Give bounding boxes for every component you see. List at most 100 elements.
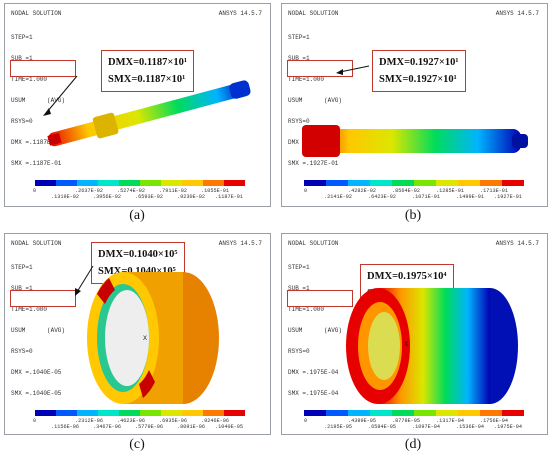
panel-title: NODAL SOLUTION [11, 10, 62, 17]
tick-label: .6584E-05 [368, 424, 397, 430]
tick-label: .9230E-02 [177, 194, 206, 200]
callout-smx: SMX=0.1927×10¹ [379, 74, 457, 85]
info-time: TIME=1.000 [288, 306, 325, 313]
tick-label: .4623E-06 [117, 418, 146, 424]
colorbar-band [119, 180, 140, 186]
panel-c: NODAL SOLUTION ANSYS 14.5.7 STEP=1 SUB =… [4, 233, 271, 435]
tick-label: .2195E-05 [324, 424, 353, 430]
colorbar-band [436, 410, 458, 416]
tick-label: 0 [33, 188, 37, 194]
tick-label: .8564E-02 [392, 188, 421, 194]
colorbar-ticks: 0 .2312E-06 .4623E-06 .6935E-06 .9246E-0… [33, 418, 248, 432]
colorbar-band [224, 180, 245, 186]
colorbar-band [348, 410, 370, 416]
dmx-highlight-box [10, 60, 76, 77]
info-sub: SUB =1 [288, 285, 310, 292]
panel-d: NODAL SOLUTION ANSYS 14.5.7 STEP=1 SUB =… [281, 233, 548, 435]
colorbar-band [56, 180, 77, 186]
tick-label: .1285E-01 [436, 188, 465, 194]
info-smx: SMX =.1975E-04 [288, 390, 339, 397]
info-time: TIME=1.000 [288, 76, 325, 83]
colorbar-band [77, 410, 98, 416]
colorbar-band [414, 180, 436, 186]
info-step: STEP=1 [11, 264, 33, 271]
colorbar-band [224, 410, 245, 416]
tick-label: .3956E-02 [93, 194, 122, 200]
callout-dmx: DMX=0.1927×10¹ [379, 57, 459, 68]
tick-label: .1927E-01 [494, 194, 523, 200]
colorbar-band [77, 180, 98, 186]
caption-b: (b) [404, 208, 422, 223]
colorbar-ticks: 0 .2637E-02 .5274E-02 .7911E-02 .1055E-0… [33, 188, 248, 202]
colorbar-band [436, 180, 458, 186]
colorbar-band [161, 180, 182, 186]
svg-text:X: X [143, 336, 147, 342]
ring-model: X [75, 265, 219, 404]
tick-label: .1071E-01 [412, 194, 441, 200]
colorbar-band [35, 180, 56, 186]
colorbar-band [140, 410, 161, 416]
info-usum: USUM (AVG) [11, 327, 66, 334]
panel-title: NODAL SOLUTION [11, 240, 62, 247]
info-dmx: DMX =.1040E-05 [11, 369, 62, 376]
colorbar-band [161, 410, 182, 416]
tick-label: .1499E-01 [456, 194, 485, 200]
caption-a: (a) [129, 208, 145, 223]
info-rsys: RSYS=0 [288, 118, 310, 125]
dmx-highlight-box [10, 290, 76, 307]
colorbar-band [98, 180, 119, 186]
displacement-callout: DMX=0.1927×10¹ SMX=0.1927×10¹ [372, 50, 466, 92]
dmx-highlight-box [287, 290, 353, 307]
colorbar-band [203, 180, 224, 186]
tick-label: .1055E-01 [201, 188, 230, 194]
colorbar-ticks: 0 .4389E-05 .8778E-05 .1317E-04 .1756E-0… [304, 418, 529, 432]
tick-label: .1319E-02 [51, 194, 80, 200]
colorbar [304, 180, 524, 186]
tick-label: .3467E-06 [93, 424, 122, 430]
tick-label: .6593E-02 [135, 194, 164, 200]
tick-label: .6423E-02 [368, 194, 397, 200]
tick-label: .2141E-02 [324, 194, 353, 200]
tick-label: .1187E-01 [215, 194, 244, 200]
colorbar-band [502, 410, 524, 416]
tick-label: 0 [33, 418, 37, 424]
tick-label: .2312E-06 [75, 418, 104, 424]
tick-label: .8778E-05 [392, 418, 421, 424]
tick-label: .1040E-05 [215, 424, 244, 430]
info-time: TIME=1.000 [11, 306, 48, 313]
displacement-callout: DMX=0.1187×10¹ SMX=0.1187×10¹ [101, 50, 194, 92]
gear-shaft-model [302, 65, 528, 157]
info-rsys: RSYS=0 [11, 118, 33, 125]
info-smx: SMX =.1040E-05 [11, 390, 62, 397]
colorbar-band [140, 180, 161, 186]
colorbar-band [502, 180, 524, 186]
info-usum: USUM (AVG) [288, 327, 343, 334]
info-dmx: DMX =.1975E-04 [288, 369, 339, 376]
info-time: TIME=1.000 [11, 76, 48, 83]
colorbar-band [326, 410, 348, 416]
colorbar-ticks: 0 .4282E-02 .8564E-02 .1285E-01 .1713E-0… [304, 188, 529, 202]
colorbar-band [182, 180, 203, 186]
colorbar-band [304, 180, 326, 186]
info-step: STEP=1 [288, 264, 310, 271]
info-sub: SUB =1 [288, 55, 310, 62]
colorbar-band [392, 180, 414, 186]
tick-label: .1975E-04 [494, 424, 523, 430]
software-version: ANSYS 14.5.7 [218, 10, 262, 17]
info-block: STEP=1 SUB =1 TIME=1.000 USUM (AVG) RSYS… [288, 250, 342, 411]
colorbar-band [480, 180, 502, 186]
info-dmx: DMX =.1187E-01 [11, 139, 62, 146]
colorbar-band [203, 410, 224, 416]
tick-label: .7911E-02 [159, 188, 188, 194]
software-version: ANSYS 14.5.7 [495, 240, 539, 247]
colorbar-band [182, 410, 203, 416]
colorbar-band [370, 410, 392, 416]
colorbar-band [480, 410, 502, 416]
shaft-model [43, 75, 251, 147]
callout-dmx: DMX=0.1187×10¹ [108, 57, 187, 68]
tick-label: 0 [304, 418, 308, 424]
colorbar-band [119, 410, 140, 416]
tick-label: .1156E-06 [51, 424, 80, 430]
panel-b: NODAL SOLUTION ANSYS 14.5.7 STEP=1 SUB =… [281, 3, 548, 207]
caption-d: (d) [404, 437, 422, 452]
